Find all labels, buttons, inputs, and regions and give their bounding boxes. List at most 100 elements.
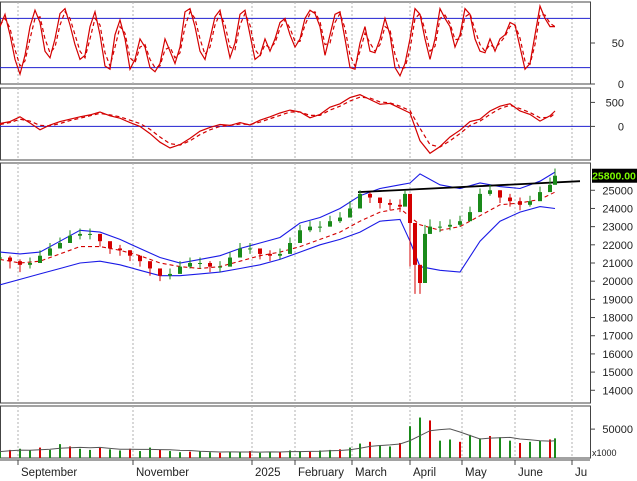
price-y-tick-label: 14000: [602, 385, 633, 397]
candle-body: [208, 263, 212, 267]
candle-body: [168, 273, 172, 276]
candle-body: [78, 233, 82, 236]
candle-body: [158, 268, 162, 276]
volume-bar: [339, 449, 341, 458]
candle-body: [548, 184, 552, 193]
volume-bar: [329, 449, 331, 458]
volume-bar: [429, 420, 431, 458]
last-price-label: 25800.00: [592, 171, 636, 183]
candle-body: [138, 255, 142, 262]
volume-bar: [259, 452, 261, 458]
volume-bar: [159, 449, 161, 458]
volume-bar: [239, 452, 241, 458]
volume-bar: [299, 451, 301, 458]
price-y-tick-label: 15000: [602, 367, 633, 379]
candle-body: [108, 241, 112, 249]
candle-body: [258, 248, 262, 254]
price-y-tick-label: 22000: [602, 240, 633, 252]
volume-bar: [169, 451, 171, 458]
macd-y-tick-label: 0: [618, 121, 624, 133]
volume-bar: [249, 451, 251, 458]
volume-unit-label: x1000: [592, 448, 617, 458]
candle-body: [488, 190, 492, 194]
volume-bar: [369, 441, 371, 458]
candle-body: [378, 197, 382, 203]
candle-body: [403, 193, 407, 207]
candle-body: [338, 217, 342, 222]
x-tick-label: September: [21, 467, 77, 479]
volume-bar: [79, 448, 81, 458]
volume-bar: [399, 442, 401, 458]
volume-bar: [89, 449, 91, 458]
x-tick-label: April: [413, 467, 436, 479]
macd-series-0: [0, 94, 556, 155]
volume-bar: [59, 444, 61, 458]
price-y-tick-label: 23000: [602, 222, 633, 234]
candle-body: [128, 250, 132, 256]
volume-bar: [459, 441, 461, 458]
candle-body: [438, 226, 442, 228]
candle-body: [0, 257, 2, 259]
volume-bar: [479, 438, 481, 458]
stoch-series-1: [0, 10, 556, 70]
volume-bar: [389, 446, 391, 458]
volume-bar: [379, 445, 381, 458]
volume-y-tick-label: 50000: [602, 424, 633, 436]
volume-bar: [449, 439, 451, 458]
candle-body: [298, 230, 302, 243]
volume-bar: [554, 438, 556, 458]
candle-body: [553, 175, 557, 185]
candle-body: [308, 226, 312, 231]
volume-bar: [69, 446, 71, 458]
volume-bar: [0, 451, 1, 458]
volume-bar: [549, 439, 551, 458]
candle-body: [68, 235, 72, 243]
candle-body: [368, 193, 372, 198]
price-y-tick-label: 16000: [602, 349, 633, 361]
volume-bar: [419, 417, 421, 458]
candle-body: [413, 223, 417, 265]
candle-body: [148, 261, 152, 269]
x-tick-label: June: [518, 467, 543, 479]
price-series-trendline: [357, 180, 581, 193]
volume-bar: [129, 448, 131, 458]
volume-average-line: [0, 428, 556, 453]
volume-bar: [29, 450, 31, 458]
candle-body: [348, 208, 352, 218]
candle-body: [478, 193, 482, 213]
price-y-tick-label: 25000: [602, 185, 633, 197]
volume-bar: [179, 452, 181, 458]
candle-body: [358, 193, 362, 209]
volume-bar: [469, 434, 471, 458]
candle-body: [388, 203, 392, 205]
price-y-tick-label: 21000: [602, 258, 633, 270]
candle-body: [8, 257, 12, 262]
candle-body: [418, 264, 422, 283]
price-y-tick-label: 17000: [602, 331, 633, 343]
volume-bar: [519, 442, 521, 458]
price-y-tick-label: 18000: [602, 313, 633, 325]
candle-body: [238, 248, 242, 258]
x-tick-label: 2025: [255, 467, 281, 479]
stoch-series-0: [0, 3, 555, 78]
candle-body: [178, 266, 182, 274]
candle-body: [508, 197, 512, 202]
volume-bar: [229, 451, 231, 458]
volume-bar: [119, 450, 121, 458]
volume-bar: [319, 450, 321, 458]
volume-bar: [209, 452, 211, 458]
volume-bar: [349, 447, 351, 458]
volume-bar: [199, 451, 201, 458]
candle-body: [88, 233, 92, 235]
x-tick-label: November: [136, 467, 189, 479]
candle-body: [468, 212, 472, 222]
x-tick-label: May: [465, 467, 487, 479]
volume-bar: [289, 450, 291, 458]
volume-bar: [9, 449, 11, 458]
candle-body: [118, 248, 122, 251]
x-tick-label: February: [298, 467, 344, 479]
candle-body: [448, 224, 452, 227]
candle-body: [408, 193, 412, 223]
stoch-y-tick-label: 50: [612, 38, 624, 50]
